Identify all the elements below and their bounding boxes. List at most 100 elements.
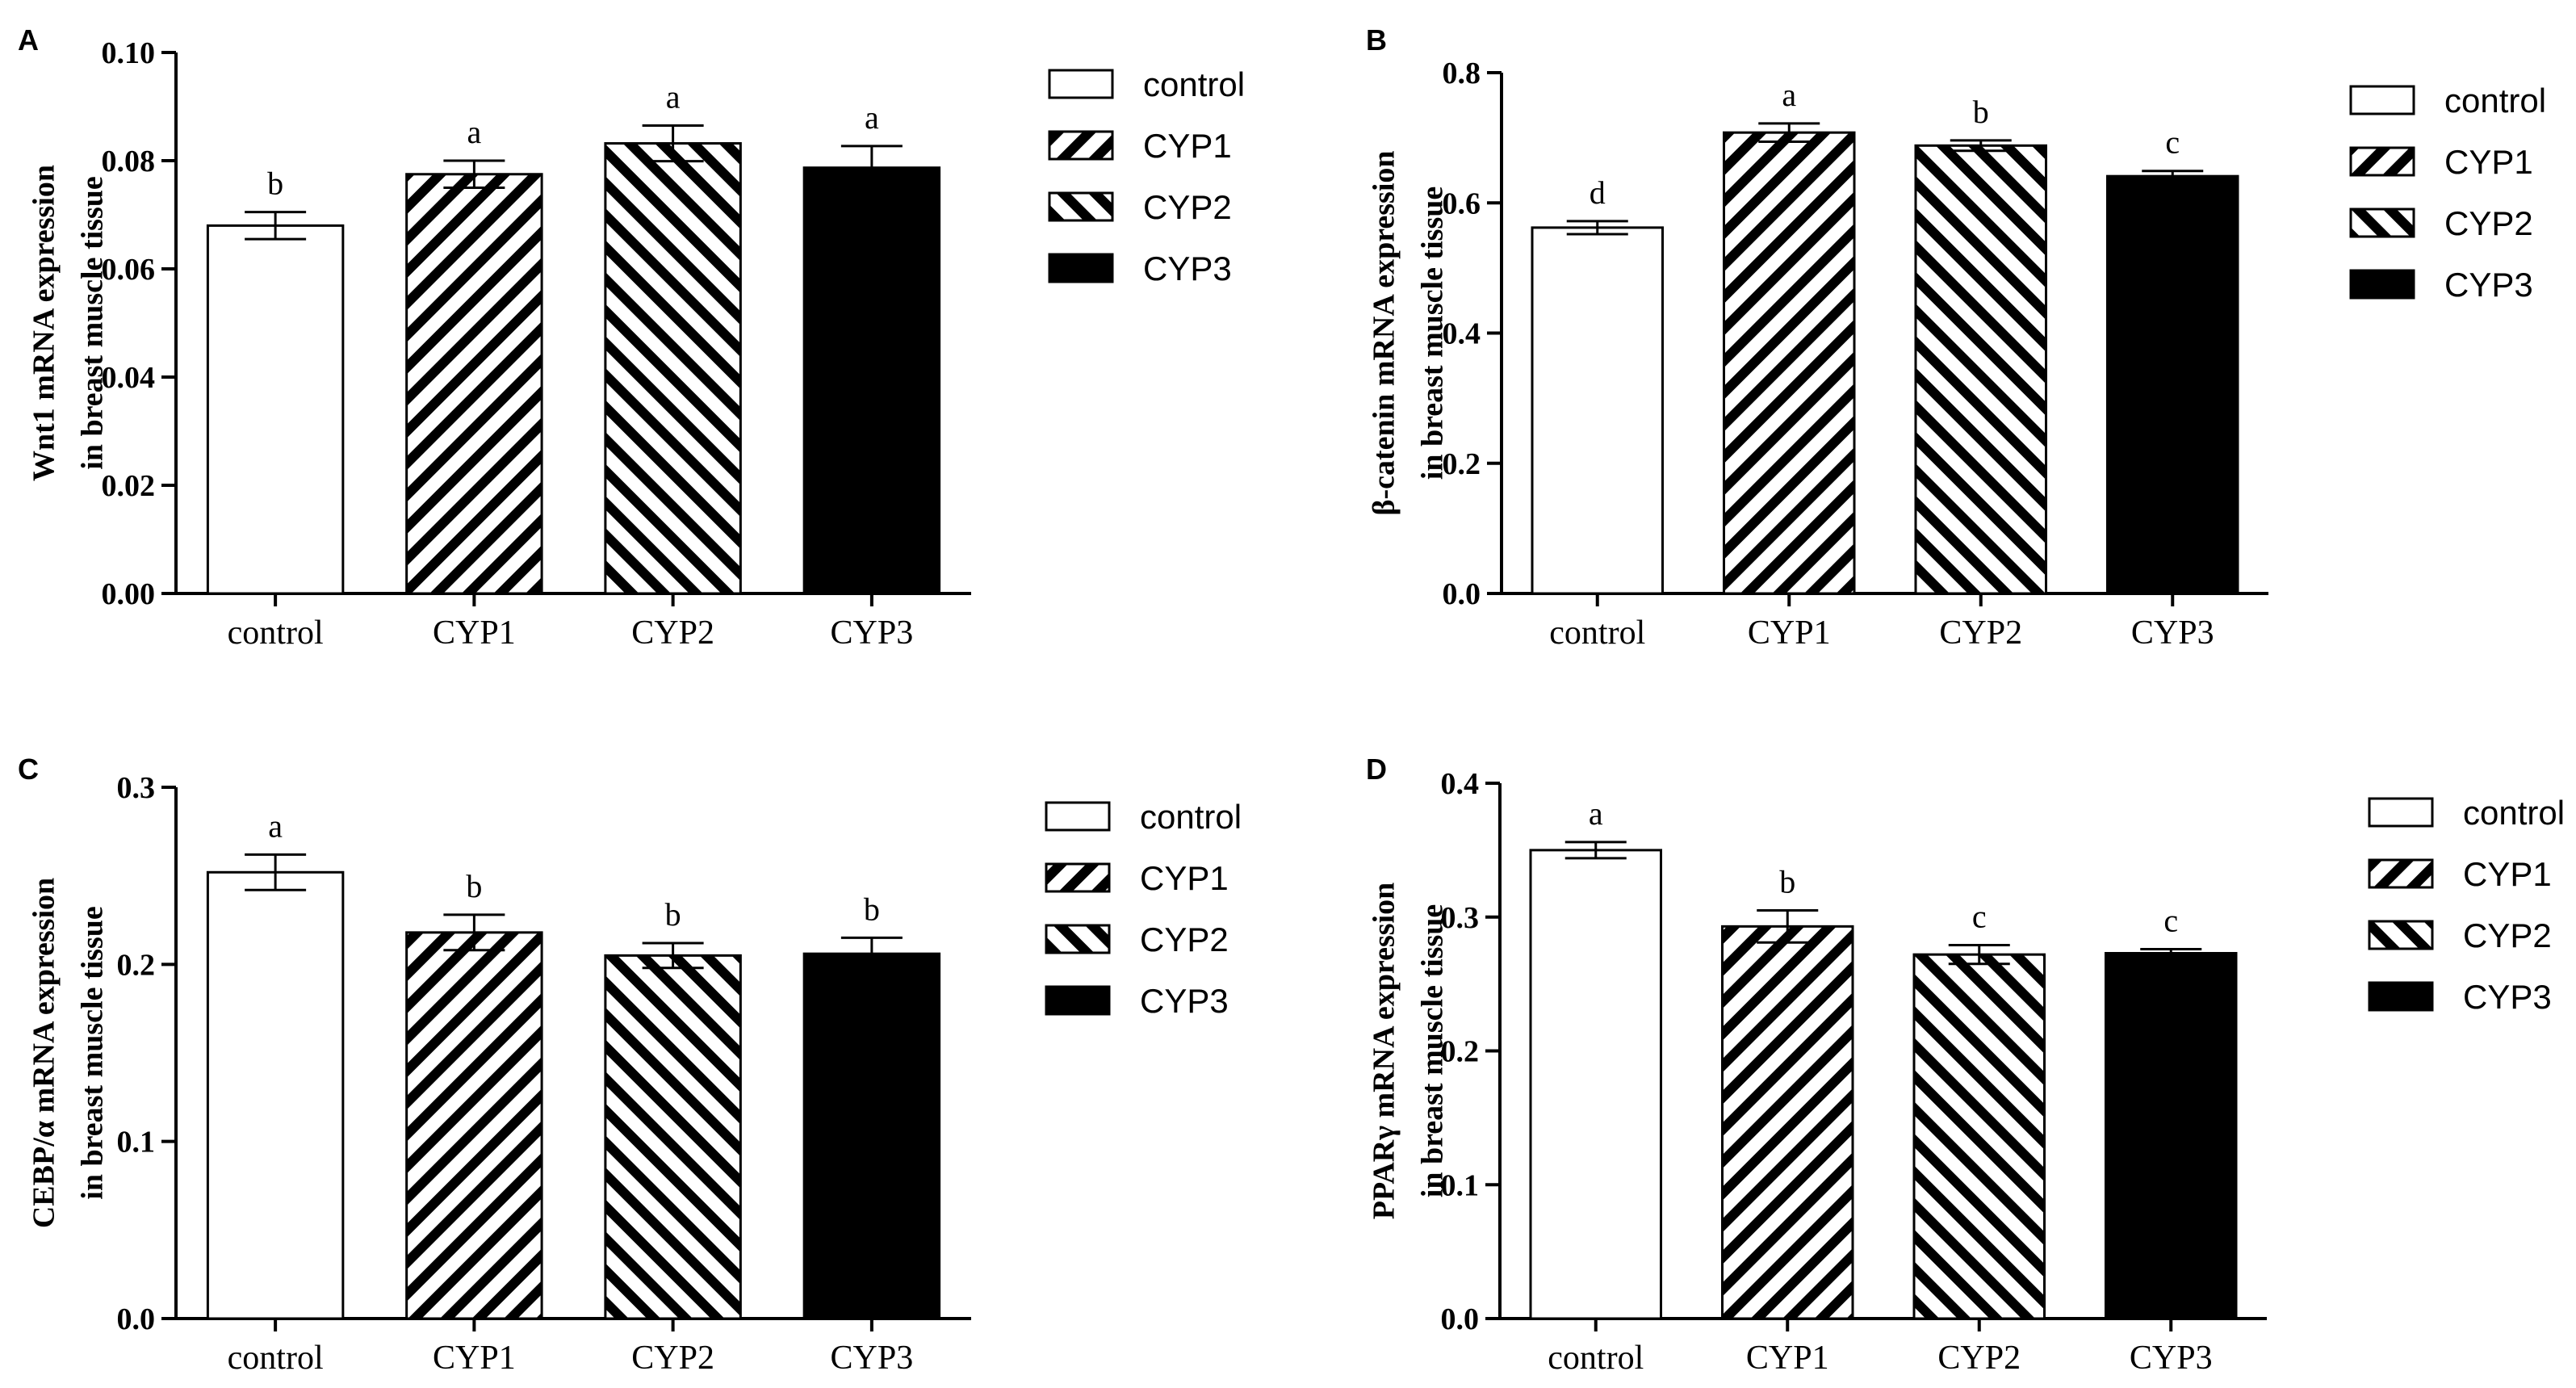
x-tick-label: CYP3 [2130,1340,2213,1377]
bar-cyp1 [1723,131,1856,595]
x-tick-label: control [228,1340,324,1377]
y-axis-title-line1: CEBP/α mRNA expression [27,878,61,1228]
significance-label: c [2165,124,2180,161]
legend-swatch-cyp2 [1045,924,1111,954]
y-axis-title-line2: in breast muscle tissue [1415,904,1449,1197]
y-tick-label: 0.0 [117,1302,156,1336]
y-tick-label: 0.4 [1443,317,1481,351]
legend-swatch-cyp1 [1048,130,1114,161]
panel-letter: A [18,23,39,57]
legend-label: CYP1 [2463,855,2552,893]
y-axis-title-line1: PPARγ mRNA expression [1367,883,1401,1219]
y-axis-title-line2: in breast muscle tissue [1415,187,1449,480]
legend: control CYP1 CYP2 CYP3 [1048,65,1245,287]
x-tick-label: CYP2 [631,1340,714,1377]
legend-swatch-cyp2 [1048,191,1114,222]
chart-panel-A: A Wnt1 mRNA expression in breast muscle ti… [18,23,1245,652]
legend: control CYP1 CYP2 CYP3 [2368,794,2565,1016]
x-tick-label: CYP3 [831,1340,914,1377]
significance-label: a [467,114,481,150]
legend-label: CYP2 [2444,204,2533,242]
x-tick-label: CYP1 [433,614,516,652]
x-tick-label: CYP2 [1939,614,2022,652]
legend-label: control [2463,794,2565,832]
significance-label: a [268,807,283,844]
error-bar-control [1566,220,1628,236]
bar-cyp2 [1912,953,2046,1320]
legend-swatch-cyp1 [2368,858,2434,889]
error-bar-cyp2 [642,124,704,163]
significance-label: b [665,896,681,933]
x-tick-label: control [1548,1340,1644,1377]
y-tick-label: 0.10 [102,36,156,70]
significance-label: a [666,78,681,115]
legend-label: CYP3 [2463,978,2552,1016]
error-bar-cyp3 [840,145,903,191]
bar-cyp3 [2106,174,2239,595]
x-tick-label: CYP3 [831,614,914,652]
error-bar-cyp2 [1948,944,2010,966]
bar-control [206,224,345,595]
legend-swatch-cyp2 [2368,920,2434,950]
panels-root: A Wnt1 mRNA expression in breast muscle ti… [18,23,2565,1377]
panel-letter: C [18,753,39,786]
chart-panel-D: D PPARγ mRNA expression in breast muscle t… [1366,753,2565,1377]
y-tick-label: 0.04 [102,361,156,395]
y-tick-label: 0.1 [1441,1168,1480,1202]
y-axis-title-line2: in breast muscle tissue [75,176,109,469]
legend-swatch-cyp1 [2349,146,2415,177]
legend-swatch-control [1048,69,1114,99]
error-bar-cyp1 [1757,908,1819,944]
bar-cyp2 [1914,144,2047,595]
legend-label: CYP1 [1140,859,1229,897]
chart-panel-C: C CEBP/α mRNA expression in breast muscle … [18,753,1242,1377]
error-bar-control [245,211,307,241]
y-tick-label: 0.06 [102,253,156,287]
legend-swatch-cyp2 [2349,208,2415,238]
x-tick-label: CYP1 [1748,614,1831,652]
significance-label: c [1972,899,1987,935]
legend-label: CYP3 [1140,982,1229,1020]
y-tick-label: 0.2 [1443,447,1481,481]
significance-label: a [1589,795,1603,832]
y-tick-label: 0.08 [102,145,156,178]
y-tick-label: 0.02 [102,469,156,503]
x-tick-label: control [228,614,324,652]
legend-swatch-cyp1 [1045,862,1111,893]
legend: control CYP1 CYP2 CYP3 [1045,798,1242,1020]
legend-label: control [2444,82,2546,120]
y-axis-title-line1: β-catenin mRNA expression [1367,150,1401,515]
error-bar-cyp1 [443,159,505,189]
error-bar-cyp2 [1950,139,2012,153]
y-tick-label: 0.4 [1441,767,1480,801]
chart-panel-B: Bβ-catenin mRNA expression in breast musc… [1366,23,2546,652]
y-tick-label: 0.8 [1443,57,1481,90]
error-bar-cyp1 [443,913,505,952]
legend-swatch-control [2349,85,2415,115]
legend-swatch-cyp3 [1045,985,1111,1016]
y-tick-label: 0.1 [117,1126,156,1159]
legend-label: CYP2 [1143,188,1232,226]
error-bar-cyp3 [840,936,903,971]
legend-label: CYP3 [1143,250,1232,287]
x-tick-label: control [1549,614,1645,652]
error-bar-control [1564,841,1627,860]
legend-label: control [1143,65,1245,103]
significance-label: a [865,99,879,136]
y-tick-label: 0.2 [1441,1035,1480,1069]
bar-control [206,870,345,1320]
error-bar-cyp1 [1758,122,1820,143]
panel-letter: D [1366,753,1387,786]
significance-label: c [2163,903,2178,939]
significance-label: b [267,166,283,202]
legend-swatch-cyp3 [2349,269,2415,300]
x-tick-label: CYP2 [1937,1340,2021,1377]
bar-cyp1 [405,173,543,595]
legend-swatch-control [2368,797,2434,828]
significance-label: b [1779,863,1795,899]
legend: control CYP1 CYP2 CYP3 [2349,82,2546,304]
legend-swatch-cyp3 [2368,981,2434,1012]
bar-cyp1 [1721,925,1854,1320]
bar-cyp3 [802,166,941,595]
